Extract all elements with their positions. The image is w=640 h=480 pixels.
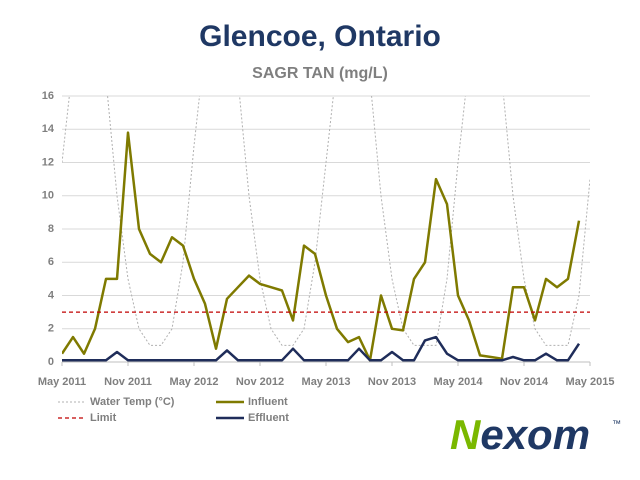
logo-text: Nexom (450, 411, 590, 458)
y-tick-label: 16 (42, 90, 54, 102)
legend-label: Effluent (248, 412, 289, 424)
x-tick-label: May 2011 (38, 376, 86, 388)
y-tick-label: 2 (48, 323, 54, 335)
y-tick-label: 8 (48, 223, 54, 235)
y-tick-label: 12 (42, 156, 54, 168)
legend-label: Influent (248, 396, 288, 408)
series-line (62, 131, 581, 362)
x-tick-label: May 2014 (434, 376, 484, 388)
x-tick-label: Nov 2013 (368, 376, 416, 388)
x-tick-label: May 2013 (302, 376, 351, 388)
x-tick-label: Nov 2011 (104, 376, 152, 388)
y-tick-label: 10 (42, 190, 54, 202)
y-tick-label: 14 (42, 123, 55, 135)
chart-subtitle: SAGR TAN (mg/L) (252, 65, 388, 82)
series-line (62, 96, 590, 346)
series-line (62, 335, 581, 362)
x-tick-label: May 2015 (566, 376, 615, 388)
x-tick-label: Nov 2012 (236, 376, 284, 388)
legend-label: Water Temp (°C) (90, 396, 175, 408)
x-tick-label: Nov 2014 (500, 376, 549, 388)
chart-title: Glencoe, Ontario (199, 20, 441, 53)
y-tick-label: 0 (48, 356, 54, 368)
legend-label: Limit (90, 412, 117, 424)
logo-mark: ™ (612, 418, 621, 428)
x-tick-label: May 2012 (170, 376, 219, 388)
logo: Nexom ™ (450, 411, 621, 458)
y-tick-label: 6 (48, 256, 54, 268)
plot-area (62, 96, 590, 362)
y-tick-label: 4 (48, 289, 55, 301)
